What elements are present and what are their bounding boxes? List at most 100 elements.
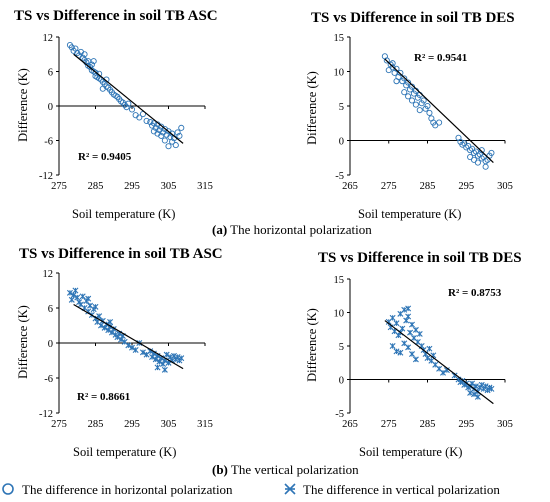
data-point — [405, 344, 412, 351]
y-axis-label: Difference (K) — [305, 308, 319, 382]
data-point — [161, 366, 168, 373]
chart-title: TS vs Difference in soil TB DES — [311, 10, 515, 26]
data-point — [163, 351, 170, 358]
x-tick-label: 285 — [420, 419, 436, 430]
data-point — [129, 344, 135, 351]
y-tick-label: 10 — [334, 68, 345, 79]
data-point — [401, 75, 408, 82]
data-point — [424, 102, 431, 110]
data-point — [72, 287, 79, 294]
x-tick-label: 275 — [51, 181, 67, 192]
data-point — [174, 129, 181, 136]
data-point — [467, 389, 474, 396]
data-point — [488, 385, 495, 392]
data-point — [68, 44, 75, 51]
data-point — [409, 321, 415, 328]
x-tick-label: 265 — [342, 181, 358, 192]
y-tick-label: -12 — [39, 409, 53, 420]
data-point — [161, 137, 168, 144]
r-squared-label: R² = 0.9541 — [414, 52, 467, 64]
caption-b: (b) The vertical polarization — [212, 462, 359, 477]
data-point — [440, 369, 446, 376]
legend-label-vertical: The difference in vertical polarization — [303, 482, 500, 497]
y-tick-label: 12 — [43, 33, 54, 44]
chart-4: TS vs Difference in soil TB DES151050-52… — [305, 250, 522, 459]
data-point — [409, 351, 415, 358]
y-tick-label: 15 — [334, 33, 345, 44]
x-tick-label: 265 — [342, 419, 358, 430]
data-point — [172, 142, 179, 149]
x-tick-label: 305 — [497, 181, 513, 192]
y-tick-label: -5 — [335, 171, 344, 182]
data-point — [154, 364, 161, 371]
data-point — [393, 65, 400, 72]
x-axis-label: Soil temperature (K) — [72, 207, 175, 221]
data-point — [467, 154, 474, 161]
data-point — [383, 57, 390, 64]
y-tick-label: 0 — [339, 376, 344, 387]
data-point — [405, 313, 412, 320]
chart-title: TS vs Difference in soil TB ASC — [14, 8, 218, 24]
y-tick-label: -5 — [335, 409, 344, 420]
y-tick-label: 5 — [339, 342, 344, 353]
data-point — [70, 292, 77, 299]
data-point — [169, 138, 176, 145]
data-point — [397, 349, 404, 356]
y-tick-label: -6 — [44, 374, 53, 385]
y-tick-label: 10 — [334, 309, 345, 320]
trendline — [73, 53, 184, 144]
r-squared-label: R² = 0.8661 — [77, 391, 130, 403]
y-tick-label: 0 — [48, 102, 53, 113]
data-point — [393, 348, 400, 355]
data-point — [68, 296, 75, 303]
y-tick-label: 6 — [48, 304, 53, 315]
x-tick-label: 305 — [497, 419, 513, 430]
data-point — [401, 89, 408, 96]
legend-asterisk-marker — [284, 483, 296, 495]
x-tick-label: 295 — [124, 419, 140, 430]
data-point — [125, 342, 132, 349]
data-point — [420, 97, 427, 104]
data-point — [397, 69, 404, 76]
legend-circle-marker — [2, 483, 14, 495]
trendline — [73, 303, 184, 370]
y-tick-label: 0 — [339, 137, 344, 148]
data-point — [471, 391, 477, 398]
data-point — [436, 119, 443, 126]
data-point — [416, 107, 423, 114]
data-point — [79, 293, 86, 300]
data-point — [176, 132, 183, 139]
data-point — [426, 109, 433, 116]
data-point — [488, 149, 495, 156]
data-point — [125, 100, 132, 107]
data-point — [407, 329, 414, 336]
x-tick-label: 295 — [458, 181, 474, 192]
y-tick-label: 0 — [48, 339, 53, 350]
data-point — [139, 349, 146, 356]
x-tick-label: 275 — [51, 419, 67, 430]
data-point — [143, 117, 150, 124]
x-tick-label: 305 — [161, 419, 177, 430]
data-point — [92, 303, 99, 310]
data-point — [97, 322, 104, 329]
y-axis-label: Difference (K) — [305, 71, 319, 145]
data-point — [90, 58, 97, 65]
chart-2: TS vs Difference in soil TB DES151050-52… — [305, 10, 515, 221]
data-point — [123, 104, 130, 111]
data-point — [389, 64, 396, 71]
x-axis-label: Soil temperature (K) — [358, 207, 461, 221]
data-point — [81, 51, 88, 58]
x-tick-label: 285 — [88, 419, 104, 430]
data-point — [389, 343, 396, 349]
data-point — [472, 383, 479, 390]
data-point — [426, 345, 433, 352]
data-point — [178, 355, 185, 362]
data-point — [88, 61, 95, 68]
data-point — [389, 314, 396, 321]
r-squared-label: R² = 0.9405 — [78, 151, 132, 163]
data-point — [416, 330, 423, 337]
data-point — [85, 295, 92, 302]
data-point — [99, 85, 106, 92]
data-point — [405, 305, 412, 312]
